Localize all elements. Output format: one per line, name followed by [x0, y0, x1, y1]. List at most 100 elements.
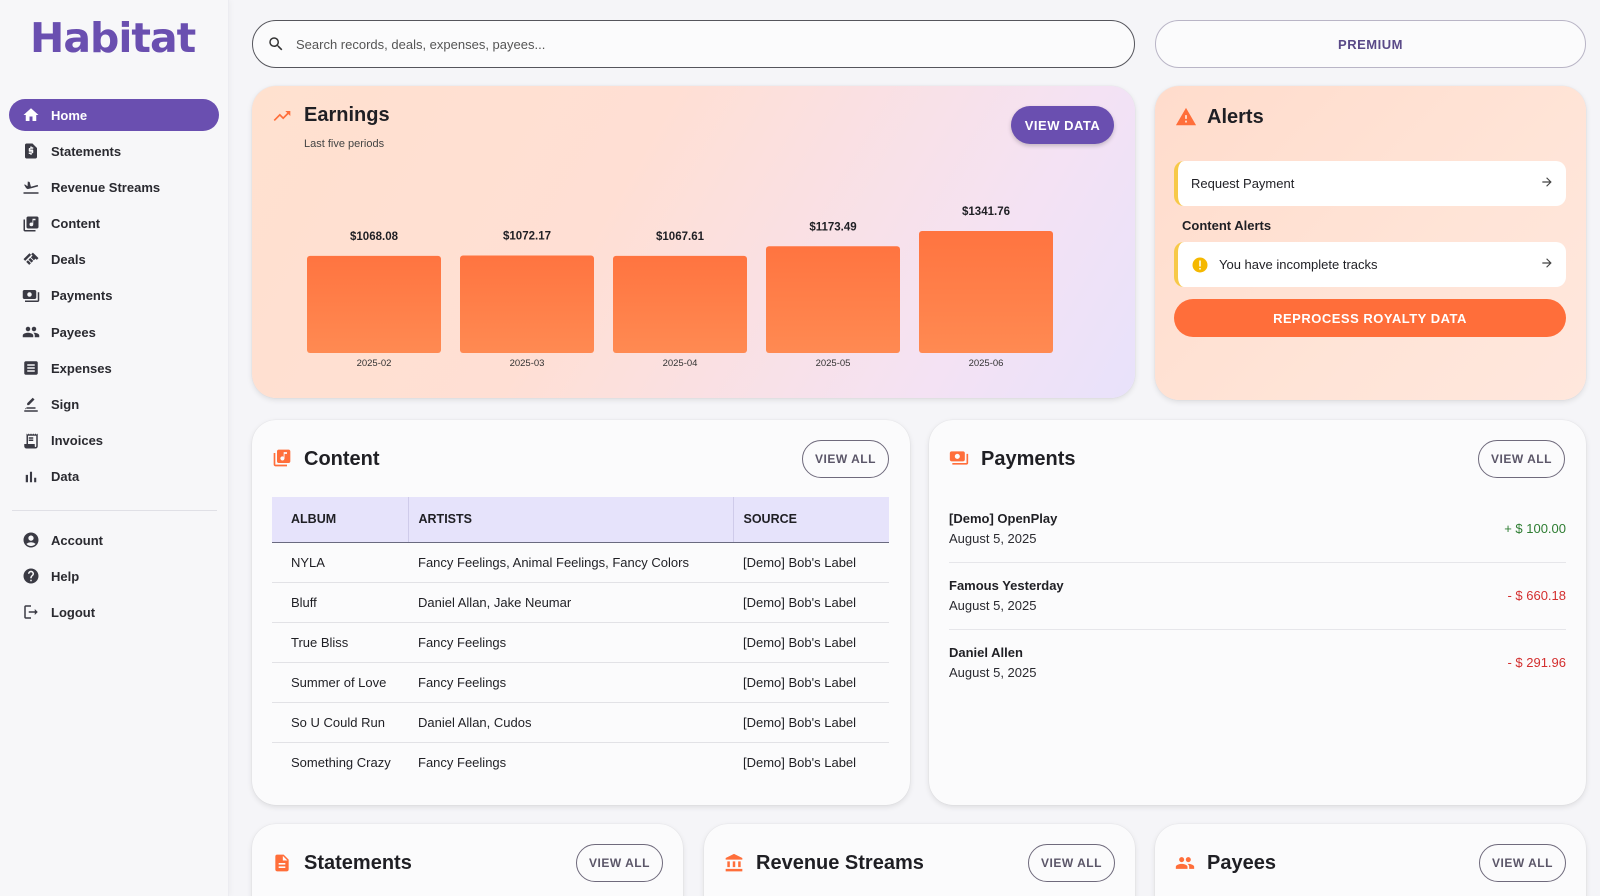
incomplete-tracks-alert[interactable]: You have incomplete tracks: [1174, 242, 1566, 287]
payment-payee: Daniel Allen: [949, 645, 1023, 660]
sidebar-item-label: Home: [51, 107, 88, 123]
payment-row[interactable]: Famous Yesterday August 5, 2025 - $ 660.…: [949, 564, 1566, 630]
sidebar-item-label: Data: [51, 469, 80, 485]
album-cell: Bluff: [272, 582, 408, 623]
earnings-card: Earnings Last five periods VIEW DATA $10…: [252, 86, 1135, 398]
payment-payee: Famous Yesterday: [949, 578, 1064, 593]
sidebar-item-content[interactable]: Content: [9, 208, 219, 240]
payment-row[interactable]: [Demo] OpenPlay August 5, 2025 + $ 100.0…: [949, 497, 1566, 563]
payments-card: Payments VIEW ALL [Demo] OpenPlay August…: [929, 420, 1586, 805]
content-view-all-button[interactable]: VIEW ALL: [802, 440, 889, 478]
artists-cell: Fancy Feelings: [408, 662, 733, 703]
sidebar-item-expenses[interactable]: Expenses: [9, 352, 219, 384]
sidebar-item-revenue-streams[interactable]: Revenue Streams: [9, 171, 219, 203]
sidebar-item-label: Content: [51, 216, 101, 232]
sidebar-item-account[interactable]: Account: [9, 524, 219, 556]
album-cell: True Bliss: [272, 622, 408, 663]
table-row[interactable]: Summer of Love Fancy Feelings [Demo] Bob…: [272, 662, 889, 703]
sidebar-item-label: Sign: [51, 397, 80, 412]
earnings-bar[interactable]: [307, 255, 441, 353]
sidebar-item-home[interactable]: Home: [9, 99, 219, 131]
payment-date: August 5, 2025: [949, 665, 1037, 680]
payment-date: August 5, 2025: [949, 531, 1037, 546]
sidebar-item-payments[interactable]: Payments: [9, 280, 219, 312]
earnings-bar[interactable]: [919, 231, 1053, 353]
arrow-right-icon: [1540, 256, 1554, 270]
source-cell: [Demo] Bob's Label: [733, 662, 889, 703]
column-header-source[interactable]: SOURCE: [732, 497, 889, 543]
earnings-subtitle: Last five periods: [304, 138, 385, 150]
bar-value-label: $1341.76: [962, 206, 1010, 218]
payment-amount: + $ 100.00: [1504, 521, 1566, 536]
trending-up-icon: [272, 106, 294, 128]
sidebar-item-sign[interactable]: Sign: [9, 389, 219, 421]
statements-card: Statements VIEW ALL: [252, 824, 683, 896]
invoices-icon: [22, 432, 40, 450]
view-data-button[interactable]: VIEW DATA: [1011, 106, 1114, 144]
album-cell: NYLA: [272, 542, 408, 583]
sidebar-item-payees[interactable]: Payees: [9, 316, 219, 348]
alerts-card: Alerts Request Payment Content Alerts Yo…: [1155, 86, 1586, 400]
payment-date: August 5, 2025: [949, 598, 1037, 613]
sidebar-item-label: Logout: [51, 604, 96, 620]
payees-title: Payees: [1207, 852, 1276, 874]
artists-cell: Fancy Feelings: [408, 622, 733, 663]
deals-icon: [22, 251, 40, 269]
revenue-streams-view-all-button[interactable]: VIEW ALL: [1028, 844, 1115, 882]
sidebar-item-deals[interactable]: Deals: [9, 244, 219, 276]
content-title: Content: [304, 448, 380, 470]
revenue-streams-card: Revenue Streams VIEW ALL: [704, 824, 1135, 896]
account-icon: [22, 531, 40, 549]
app-logo[interactable]: Habitat: [30, 14, 196, 62]
earnings-bar[interactable]: [460, 255, 594, 353]
help-icon: [22, 567, 40, 585]
table-row[interactable]: NYLA Fancy Feelings, Animal Feelings, Fa…: [272, 542, 889, 583]
search-bar[interactable]: [252, 20, 1135, 68]
table-row[interactable]: So U Could Run Daniel Allan, Cudos [Demo…: [272, 702, 889, 743]
payees-icon: [1175, 853, 1197, 875]
payment-amount: - $ 291.96: [1507, 655, 1566, 670]
bar-value-label: $1072.17: [503, 231, 551, 243]
source-cell: [Demo] Bob's Label: [733, 542, 889, 583]
sidebar-item-data[interactable]: Data: [9, 461, 219, 493]
table-row[interactable]: True Bliss Fancy Feelings [Demo] Bob's L…: [272, 622, 889, 663]
warning-circle-icon: [1191, 256, 1209, 274]
payees-view-all-button[interactable]: VIEW ALL: [1479, 844, 1566, 882]
reprocess-royalty-data-button[interactable]: REPROCESS ROYALTY DATA: [1174, 299, 1566, 337]
column-header-album[interactable]: ALBUM: [272, 497, 408, 543]
earnings-bar[interactable]: [766, 246, 900, 353]
source-cell: [Demo] Bob's Label: [733, 702, 889, 743]
sidebar-item-statements[interactable]: Statements: [9, 135, 219, 167]
statements-icon: [22, 142, 40, 160]
artists-cell: Fancy Feelings, Animal Feelings, Fancy C…: [408, 542, 733, 583]
home-icon: [22, 106, 40, 124]
payment-payee: [Demo] OpenPlay: [949, 511, 1058, 526]
table-row[interactable]: Bluff Daniel Allan, Jake Neumar [Demo] B…: [272, 582, 889, 623]
source-cell: [Demo] Bob's Label: [733, 582, 889, 623]
secondary-nav: Account Help Logout: [9, 524, 219, 633]
sidebar-item-logout[interactable]: Logout: [9, 596, 219, 628]
payees-card: Payees VIEW ALL: [1155, 824, 1586, 896]
column-header-artists[interactable]: ARTISTS: [407, 497, 733, 543]
payments-view-all-button[interactable]: VIEW ALL: [1478, 440, 1565, 478]
content-icon: [272, 448, 294, 470]
request-payment-alert[interactable]: Request Payment: [1174, 161, 1566, 206]
statements-view-all-button[interactable]: VIEW ALL: [576, 844, 663, 882]
content-table: ALBUM ARTISTS SOURCE NYLA Fancy Feelings…: [272, 497, 889, 782]
album-cell: So U Could Run: [272, 702, 408, 743]
earnings-bar[interactable]: [613, 255, 747, 353]
bar-category-label: 2025-05: [816, 358, 851, 369]
earnings-chart: $1068.08 2025-02 $1072.17 2025-03 $1067.61 20…: [307, 206, 1053, 369]
main-nav: Home Statements Revenue Streams Content …: [9, 99, 219, 497]
payment-row[interactable]: Daniel Allen August 5, 2025 - $ 291.96: [949, 631, 1566, 697]
sidebar-item-invoices[interactable]: Invoices: [9, 425, 219, 457]
search-icon: [267, 35, 285, 53]
artists-cell: Daniel Allan, Cudos: [408, 702, 733, 743]
search-input[interactable]: [296, 36, 1096, 52]
expenses-icon: [22, 359, 40, 377]
premium-button[interactable]: PREMIUM: [1155, 20, 1586, 68]
sidebar-item-help[interactable]: Help: [9, 560, 219, 592]
sidebar-item-label: Invoices: [51, 433, 104, 449]
table-row[interactable]: Something Crazy Fancy Feelings [Demo] Bo…: [272, 742, 889, 782]
sidebar-item-label: Payees: [51, 324, 96, 340]
